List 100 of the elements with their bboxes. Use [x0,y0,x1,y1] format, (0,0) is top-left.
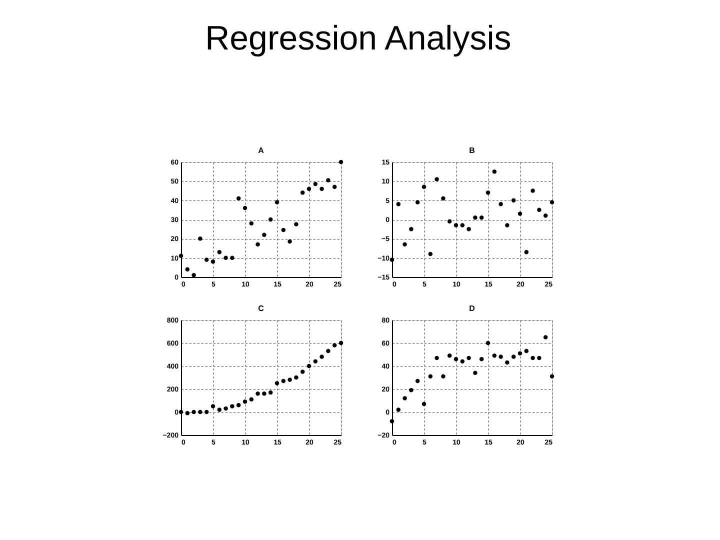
point [217,408,222,412]
point [479,215,484,220]
point [537,208,542,212]
point [466,226,471,232]
point [530,356,535,360]
point [441,374,446,378]
point [338,160,344,164]
point [230,404,234,408]
point [256,242,260,247]
point [192,272,196,278]
point [236,196,241,201]
point [306,186,312,191]
point [268,390,273,395]
point [422,402,426,406]
point [505,223,510,228]
point [396,408,401,412]
point [192,410,196,414]
chart-title: B [469,146,476,155]
point [550,200,554,204]
text: Regression Analysis [205,20,512,58]
point [466,356,471,360]
point [492,169,497,174]
point [454,356,458,362]
point [294,222,298,226]
point [332,343,337,348]
point [486,340,490,346]
point [198,236,202,241]
point [543,335,548,340]
point [274,200,280,204]
point [524,250,529,254]
point [473,370,478,376]
point [242,206,248,210]
point [498,202,503,206]
point [281,378,286,384]
point [409,226,414,232]
point [198,410,202,414]
point [236,402,241,408]
chart-title: A [258,146,264,155]
point [210,404,216,408]
point [486,190,490,195]
point [537,356,542,360]
point [332,184,337,190]
point [498,354,503,359]
point [230,256,234,260]
point [224,406,228,411]
chart-title: D [469,304,476,313]
point [518,212,522,216]
point [409,388,414,392]
point [390,419,394,424]
point [300,190,305,195]
point [300,370,305,374]
point [178,254,184,258]
point [441,196,446,201]
point [434,177,439,182]
point [422,184,426,190]
point [281,228,286,232]
point [256,391,260,396]
point [249,397,254,402]
point [262,232,266,237]
point [511,354,516,359]
point [434,356,439,360]
point [543,214,548,218]
point [268,217,273,222]
point [402,242,407,247]
point [454,223,458,228]
point [185,411,190,416]
point [338,340,344,346]
point [204,258,209,262]
point [447,219,452,224]
point [479,356,484,362]
point [415,378,420,384]
chart-title: C [258,304,264,313]
point [326,178,330,182]
point [460,223,465,228]
point [460,359,465,364]
point [428,252,433,256]
point [204,410,209,414]
point [294,375,298,380]
point [185,267,190,272]
point [288,239,292,244]
point [249,221,254,226]
point [320,354,324,359]
point [473,215,478,220]
point [178,410,184,414]
point [428,374,433,378]
point [210,260,216,264]
point [326,348,330,354]
point [518,351,522,356]
point [415,200,420,204]
point [396,202,401,206]
point [390,258,394,262]
point [242,400,248,404]
point [505,360,510,365]
point [447,354,452,358]
point [274,381,280,386]
point [288,378,292,382]
point [320,186,324,191]
point [313,359,318,364]
point [217,250,222,254]
point [262,391,266,396]
